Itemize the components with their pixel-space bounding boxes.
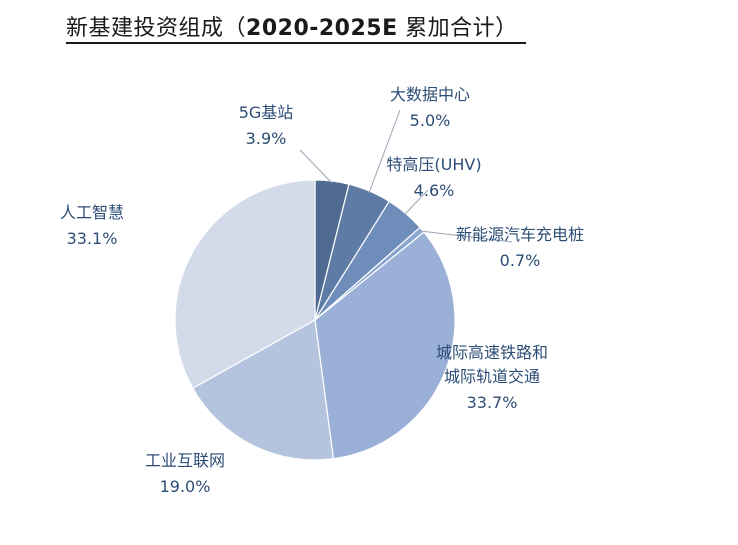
pie-slice-4: [314, 231, 456, 460]
chart-title: 新基建投资组成（2020-2025E 累加合计）: [66, 10, 518, 42]
slice-label-pct: 5.0%: [410, 111, 451, 130]
pie-slices: [174, 179, 456, 461]
leader-line-0: [299, 149, 333, 184]
slice-label-name: 人工智慧: [60, 203, 124, 222]
leader-line-3: [420, 230, 513, 243]
slice-label-name: 新能源汽车充电桩: [456, 225, 584, 244]
title-part-c: 累加合计）: [397, 16, 518, 41]
slice-label-name: 大数据中心: [390, 85, 470, 104]
slice-label-pct: 33.1%: [67, 229, 118, 248]
slice-label-name: 工业互联网: [145, 451, 225, 470]
slice-label-pct: 0.7%: [500, 251, 541, 270]
slice-labels: 5G基站 3.9% 大数据中心 5.0% 特高压(UHV) 4.6% 新能源汽车充电桩 0.7…: [60, 85, 584, 496]
leader-line-2: [403, 189, 429, 216]
slice-label-6: 人工智慧 33.1%: [60, 203, 124, 248]
slice-label-pct: 3.9%: [246, 129, 287, 148]
title-part-b: 2020-2025E: [246, 16, 398, 41]
leader-line-1: [368, 109, 401, 194]
slice-label-name: 城际轨道交通: [444, 367, 540, 386]
slice-label-pct: 33.7%: [467, 393, 518, 412]
slice-label-pct: 4.6%: [414, 181, 455, 200]
slice-label-0: 5G基站 3.9%: [239, 103, 294, 148]
slice-label-name: 特高压(UHV): [386, 155, 481, 174]
slice-label-2: 特高压(UHV) 4.6%: [386, 155, 481, 200]
pie-slice-6: [174, 179, 316, 390]
slice-label-name: 5G基站: [239, 103, 294, 122]
slice-label-pct: 19.0%: [160, 477, 211, 496]
slice-label-name: 城际高速铁路和: [436, 343, 548, 362]
slice-label-1: 大数据中心 5.0%: [390, 85, 470, 130]
title-underline: [66, 42, 526, 44]
leader-lines: [299, 109, 513, 243]
pie-slice-5: [191, 319, 335, 461]
slice-label-3: 新能源汽车充电桩 0.7%: [456, 225, 584, 270]
slice-label-5: 工业互联网 19.0%: [145, 451, 225, 496]
title-part-a: 新基建投资组成（: [66, 16, 247, 41]
